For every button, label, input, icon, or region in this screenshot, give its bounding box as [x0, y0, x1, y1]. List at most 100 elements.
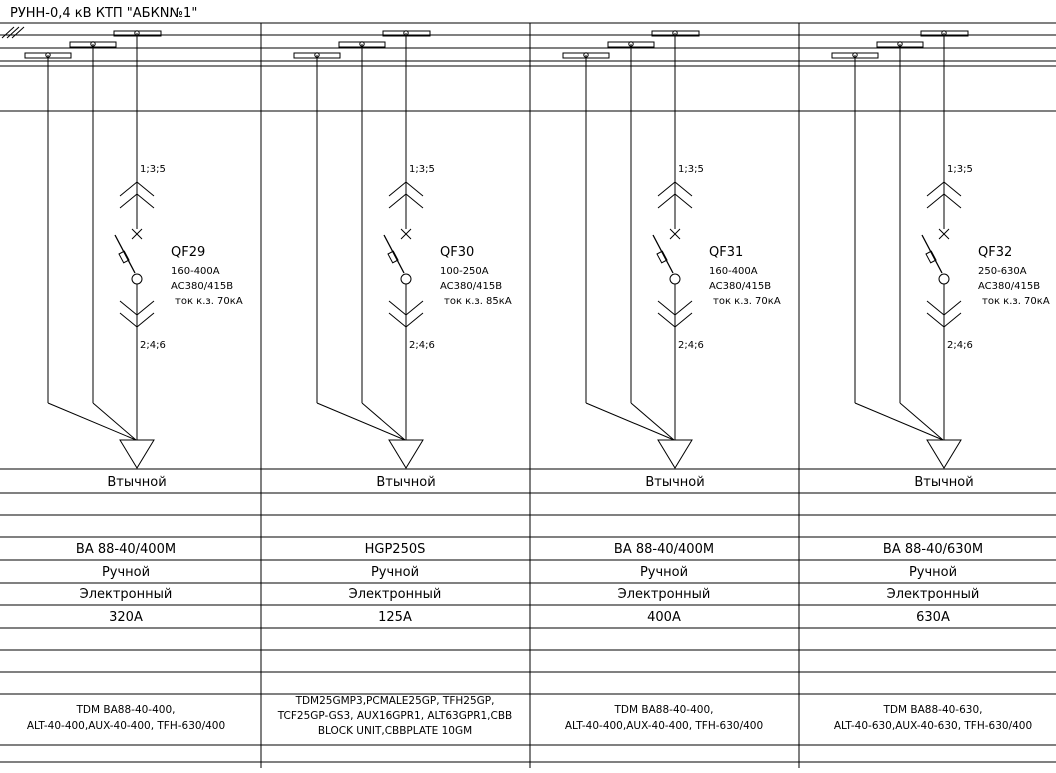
- cell-accessories-line: ALT-40-400,AUX-40-400, TFH-630/400: [27, 720, 225, 732]
- breaker-current-range: 160-400A: [171, 266, 220, 277]
- breaker-short-circuit: ток к.з. 70кА: [175, 296, 243, 307]
- contact-cross: [400, 228, 412, 240]
- cell-release: Электронный: [887, 587, 980, 602]
- terminal-label-top: 1;3;5: [947, 164, 973, 175]
- feeders: 1;3;5 2;4;6 QF29 160-400A AC380/415B ток к.з.…: [24, 30, 1050, 737]
- breaker-trip-unit: [118, 250, 130, 264]
- cell-accessories-line: ALT-40-400,AUX-40-400, TFH-630/400: [565, 720, 763, 732]
- outgoing-triangle: [926, 439, 962, 469]
- plug-contact-chevron: [657, 181, 693, 197]
- plug-contact-chevron: [388, 181, 424, 197]
- plug-contact-chevron: [657, 300, 693, 316]
- table-grid: [0, 22, 1056, 768]
- phase-conductor: [92, 402, 137, 441]
- terminal-label-bottom: 2;4;6: [947, 340, 973, 351]
- feeder-qf32: 1;3;5 2;4;6 QF32 250-630A AC380/415B ток к.з.…: [831, 30, 1050, 732]
- breaker-blade: [114, 234, 136, 274]
- cell-rated-current: 400А: [647, 610, 681, 625]
- phase-conductor: [854, 402, 944, 441]
- cell-release: Электронный: [349, 587, 442, 602]
- phase-conductor: [361, 402, 406, 441]
- breaker-current-range: 100-250A: [440, 266, 489, 277]
- cell-accessories-line: TDM25GMP3,PCMALE25GP, TFH25GP,: [295, 695, 495, 707]
- cell-model: HGP250S: [365, 542, 426, 557]
- diagram-title: РУНН-0,4 кВ КТП "АБКN№1": [10, 6, 197, 21]
- cell-model: ВА 88-40/400М: [614, 542, 714, 557]
- cell-rated-current: 320А: [109, 610, 143, 625]
- contact-cross: [131, 228, 143, 240]
- breaker-blade: [921, 234, 943, 274]
- breaker-short-circuit: ток к.з. 70кА: [982, 296, 1050, 307]
- cell-drive: Ручной: [102, 565, 150, 580]
- breaker-blade: [652, 234, 674, 274]
- plug-contact-chevron: [388, 312, 424, 328]
- cell-accessories-line: TDM BA88-40-630,: [883, 704, 983, 716]
- cell-release: Электронный: [618, 587, 711, 602]
- breaker-trip-unit: [925, 250, 937, 264]
- plug-contact-chevron: [388, 193, 424, 209]
- cell-rated-current: 630А: [916, 610, 950, 625]
- plug-contact-chevron: [119, 312, 155, 328]
- cell-accessories-line: TDM BA88-40-400,: [76, 704, 176, 716]
- breaker-short-circuit: ток к.з. 85кА: [444, 296, 512, 307]
- breaker-id: QF29: [171, 245, 205, 260]
- breaker-id: QF30: [440, 245, 474, 260]
- outgoing-triangle: [388, 439, 424, 469]
- breaker-trip-unit: [387, 250, 399, 264]
- plug-contact-chevron: [657, 193, 693, 209]
- breaker-id: QF32: [978, 245, 1012, 260]
- plug-contact-chevron: [657, 312, 693, 328]
- breaker-node: [131, 273, 143, 285]
- outgoing-triangle: [657, 439, 693, 469]
- plug-contact-chevron: [926, 193, 962, 209]
- phase-conductor: [899, 402, 944, 441]
- breaker-id: QF31: [709, 245, 743, 260]
- breaker-voltage: AC380/415B: [440, 281, 502, 292]
- phase-conductor: [585, 402, 675, 441]
- cell-connection: Втычной: [376, 475, 435, 490]
- terminal-label-top: 1;3;5: [678, 164, 704, 175]
- cell-accessories-line: TDM BA88-40-400,: [614, 704, 714, 716]
- cell-drive: Ручной: [909, 565, 957, 580]
- cell-accessories-line: TCF25GP-GS3, AUX16GPR1, ALT63GPR1,CBB: [277, 710, 513, 722]
- plug-contact-chevron: [926, 312, 962, 328]
- cell-connection: Втычной: [107, 475, 166, 490]
- terminal-label-top: 1;3;5: [409, 164, 435, 175]
- contact-cross: [938, 228, 950, 240]
- cell-accessories-line: BLOCK UNIT,CBBPLATE 10GM: [318, 725, 472, 737]
- bus-hatch: [1, 26, 15, 39]
- bus-hatch: [11, 26, 25, 39]
- breaker-current-range: 160-400A: [709, 266, 758, 277]
- breaker-voltage: AC380/415B: [709, 281, 771, 292]
- cell-model: ВА 88-40/400М: [76, 542, 176, 557]
- feeder-qf29: 1;3;5 2;4;6 QF29 160-400A AC380/415B ток к.з.…: [24, 30, 243, 732]
- cell-release: Электронный: [80, 587, 173, 602]
- phase-conductor: [316, 402, 406, 441]
- phase-conductor: [47, 402, 137, 441]
- feeder-qf31: 1;3;5 2;4;6 QF31 160-400A AC380/415B ток к.з.…: [562, 30, 781, 732]
- breaker-current-range: 250-630A: [978, 266, 1027, 277]
- plug-contact-chevron: [388, 300, 424, 316]
- plug-contact-chevron: [926, 300, 962, 316]
- bus-hatch: [6, 26, 20, 39]
- breaker-voltage: AC380/415B: [978, 281, 1040, 292]
- cell-drive: Ручной: [640, 565, 688, 580]
- plug-contact-chevron: [119, 193, 155, 209]
- breaker-node: [669, 273, 681, 285]
- cell-model: ВА 88-40/630М: [883, 542, 983, 557]
- outgoing-triangle: [119, 439, 155, 469]
- breaker-voltage: AC380/415B: [171, 281, 233, 292]
- plug-contact-chevron: [119, 300, 155, 316]
- feeder-qf30: 1;3;5 2;4;6 QF30 100-250A AC380/415B ток к.з.…: [277, 30, 513, 737]
- breaker-blade: [383, 234, 405, 274]
- cell-connection: Втычной: [914, 475, 973, 490]
- cell-connection: Втычной: [645, 475, 704, 490]
- plug-contact-chevron: [926, 181, 962, 197]
- breaker-trip-unit: [656, 250, 668, 264]
- cell-rated-current: 125А: [378, 610, 412, 625]
- plug-contact-chevron: [119, 181, 155, 197]
- cell-drive: Ручной: [371, 565, 419, 580]
- cell-accessories-line: ALT-40-630,AUX-40-630, TFH-630/400: [834, 720, 1032, 732]
- breaker-short-circuit: ток к.з. 70кА: [713, 296, 781, 307]
